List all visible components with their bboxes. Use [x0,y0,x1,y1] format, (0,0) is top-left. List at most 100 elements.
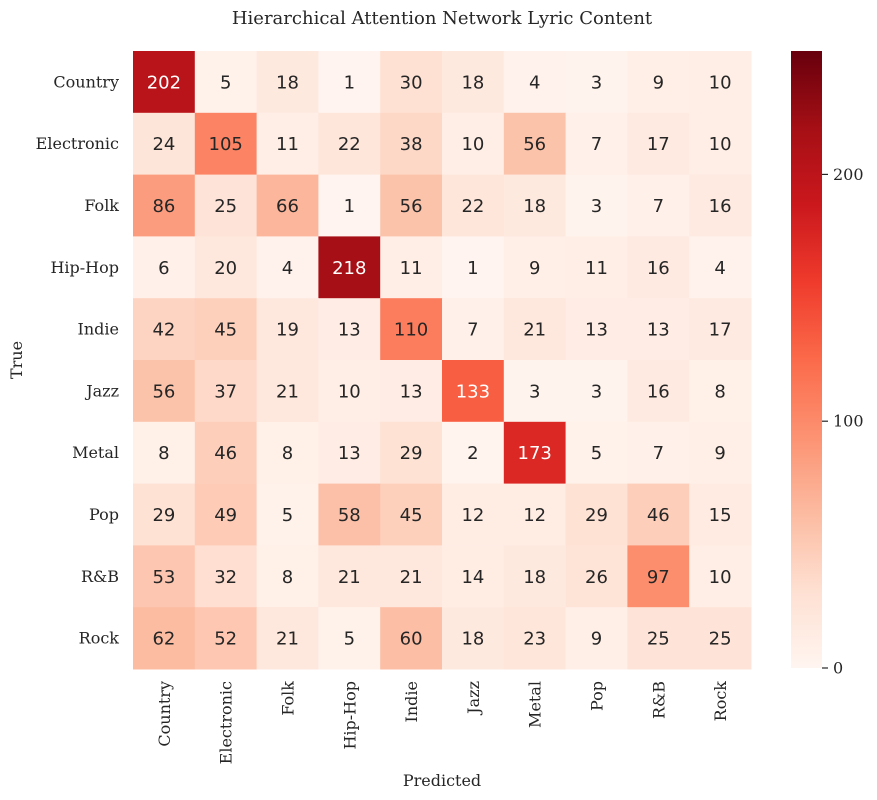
heatmap-cell-indie-country [133,298,196,361]
y-tick-label-electronic: Electronic [36,134,119,153]
heatmap-cell-electronic-jazz [442,112,505,176]
cell-value-label: 10 [709,567,732,588]
cell-value-label: 11 [400,258,423,279]
x-tick-label-indie: Indie [402,681,421,722]
heatmap-cell-pop-electronic [194,483,258,546]
y-tick-label-pop: Pop [89,505,119,524]
heatmap-cell-hip-hop-rock [689,236,752,299]
heatmap-cell-pop-indie [380,483,443,546]
cell-value-label: 3 [591,381,602,402]
heatmap-cell-rock-hip-hop [318,607,381,670]
cell-value-label: 7 [653,196,664,217]
x-tick-label-pop: Pop [588,681,607,711]
heatmap-cell-jazz-indie [380,360,443,423]
cell-value-label: 25 [709,629,732,650]
heatmap-cell-country-jazz [442,51,505,114]
heatmap-cell-metal-metal [503,421,567,485]
cell-value-label: 5 [591,443,602,464]
heatmap-cell-rock-country [133,607,196,670]
heatmap-cell-rock-randb [627,607,690,670]
cell-value-label: 13 [647,320,670,341]
heatmap-cell-hip-hop-indie [380,236,443,299]
heatmap-cell-randb-rock [689,545,752,608]
cell-value-label: 13 [338,443,361,464]
cell-value-label: 1 [467,258,478,279]
heatmap-cell-rock-indie [380,607,443,670]
cell-value-label: 46 [647,505,670,526]
cell-value-label: 9 [714,443,725,464]
x-axis-label: Predicted [403,771,481,790]
heatmap-cell-metal-folk [256,421,319,485]
heatmap-cell-indie-hip-hop [318,298,381,361]
colorbar: 0 100 200 [791,51,864,678]
y-tick-label-randb: R&B [81,567,119,586]
y-tick-label-metal: Metal [72,443,119,462]
cell-value-label: 14 [461,567,484,588]
heatmap-cell-electronic-country [133,112,196,176]
cell-value-label: 32 [214,567,237,588]
cell-value-label: 18 [276,72,299,93]
cell-value-label: 1 [344,72,355,93]
heatmap-cell-hip-hop-randb [627,236,690,299]
colorbar-tick-label: 200 [833,165,864,184]
cell-value-label: 24 [152,134,175,155]
heatmap-cell-jazz-electronic [194,360,258,423]
heatmap-cell-country-indie [380,51,443,114]
cell-value-label: 46 [214,443,237,464]
cell-value-label: 10 [709,72,732,93]
cell-value-label: 133 [456,381,490,402]
cell-value-label: 9 [529,258,540,279]
cell-value-label: 97 [647,567,670,588]
cell-value-label: 8 [282,443,293,464]
cell-value-label: 4 [714,258,725,279]
heatmap-cell-jazz-hip-hop [318,360,381,423]
cell-value-label: 60 [400,629,423,650]
x-tick-labels: Country Electronic Folk Hip-Hop Indie Jazz Met… [155,681,730,765]
heatmap-cell-pop-pop [565,483,628,546]
heatmap-cell-country-rock [689,51,752,114]
heatmap-cell-pop-country [133,483,196,546]
heatmap-cell-jazz-jazz [442,360,505,423]
cell-value-label: 3 [591,196,602,217]
heatmap-cell-randb-electronic [194,545,258,608]
cell-value-label: 52 [214,629,237,650]
heatmap-cell-folk-rock [689,174,752,237]
cell-value-label: 2 [467,443,478,464]
heatmap-cell-folk-electronic [194,174,258,237]
heatmap-cell-pop-folk [256,483,319,546]
cell-value-label: 110 [394,320,428,341]
cell-value-label: 3 [591,72,602,93]
heatmap-cell-electronic-randb [627,112,690,176]
cell-value-label: 58 [338,505,361,526]
cell-value-label: 173 [518,443,552,464]
cell-value-label: 56 [152,381,175,402]
x-tick-label-randb: R&B [649,681,668,719]
cell-value-label: 105 [209,134,243,155]
y-tick-label-hip-hop: Hip-Hop [50,258,119,277]
heatmap-cell-electronic-indie [380,112,443,176]
cell-value-label: 7 [467,320,478,341]
heatmap-cell-electronic-electronic [194,112,258,176]
heatmap-cell-jazz-country [133,360,196,423]
heatmap-cell-folk-country [133,174,196,237]
heatmap-cell-rock-folk [256,607,319,670]
heatmap-cell-indie-electronic [194,298,258,361]
cell-value-label: 25 [214,196,237,217]
chart-title: Hierarchical Attention Network Lyric Con… [232,8,653,29]
heatmap-cell-hip-hop-hip-hop [318,236,381,299]
x-tick-label-jazz: Jazz [464,681,483,716]
y-tick-label-folk: Folk [84,196,119,215]
cell-value-label: 16 [709,196,732,217]
cell-value-label: 25 [647,629,670,650]
cell-value-label: 56 [400,196,423,217]
x-tick-label-folk: Folk [279,681,298,716]
heatmap-cell-folk-metal [503,174,567,237]
heatmap-cell-hip-hop-electronic [194,236,258,299]
heatmap-cell-pop-hip-hop [318,483,381,546]
cell-value-label: 22 [338,134,361,155]
colorbar-tick-label: 100 [833,412,864,431]
heatmap-cell-electronic-pop [565,112,628,176]
heatmap-cell-rock-metal [503,607,567,670]
